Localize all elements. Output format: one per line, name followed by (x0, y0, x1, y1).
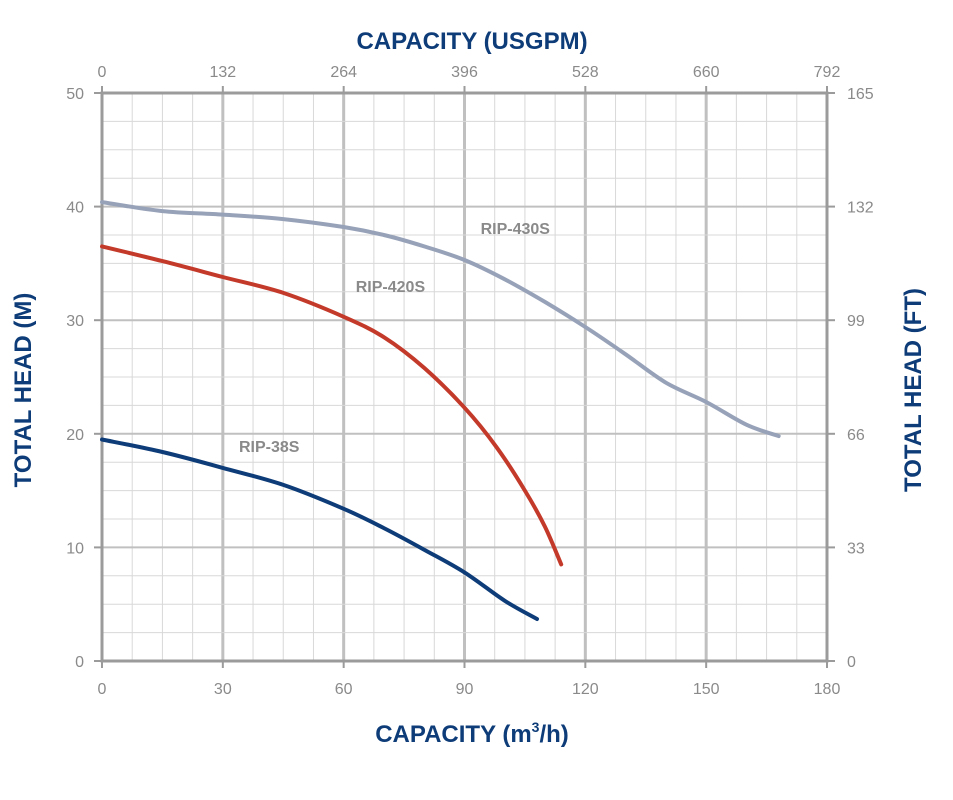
x2-tick-label: 660 (693, 64, 720, 81)
x2-tick-label: 528 (572, 64, 599, 81)
x2-axis-ticks: 0 132 264 396 528 660 792 (98, 64, 841, 93)
y2-axis-title: TOTAL HEAD (FT) (900, 288, 927, 492)
y2-tick-label: 0 (847, 654, 856, 671)
x2-tick-label: 0 (98, 64, 107, 81)
series-line-rip-38s (100, 437, 539, 621)
y2-tick-label: 165 (847, 86, 874, 103)
y2-axis-ticks: 0 33 66 99 132 165 (827, 86, 874, 671)
x-axis-title-superscript: 3 (532, 719, 540, 735)
x-tick-label: 90 (456, 681, 474, 698)
series-line-rip-420s (100, 244, 564, 567)
y-axis-title: TOTAL HEAD (M) (10, 293, 37, 488)
x-tick-label: 120 (572, 681, 599, 698)
x-axis-ticks: 0 30 60 90 120 150 180 (98, 661, 841, 698)
x-axis-title-suffix: /h) (539, 721, 568, 748)
x2-tick-label: 264 (330, 64, 357, 81)
series: RIP-430S RIP-420S RIP-38S (100, 200, 781, 621)
series-label-rip-420s: RIP-420S (356, 279, 426, 296)
series-label-rip-38s: RIP-38S (239, 439, 300, 456)
y2-tick-label: 66 (847, 427, 865, 444)
y2-tick-label: 99 (847, 313, 865, 330)
x2-tick-label: 396 (451, 64, 478, 81)
y-axis-ticks: 0 10 20 30 40 50 (66, 86, 102, 671)
x-tick-label: 180 (814, 681, 841, 698)
x-axis-title-main: CAPACITY (m (375, 721, 531, 748)
y-tick-label: 30 (66, 313, 84, 330)
x-axis-title: CAPACITY (m3/h) (375, 719, 569, 748)
x2-tick-label: 792 (814, 64, 841, 81)
y2-tick-label: 33 (847, 540, 865, 557)
y-tick-label: 50 (66, 86, 84, 103)
x-tick-label: 30 (214, 681, 232, 698)
x-tick-label: 60 (335, 681, 353, 698)
y-tick-label: 40 (66, 200, 84, 217)
x2-tick-label: 132 (209, 64, 236, 81)
grid (100, 92, 829, 662)
y2-tick-label: 132 (847, 200, 874, 217)
y-tick-label: 20 (66, 427, 84, 444)
x2-axis-title: CAPACITY (USGPM) (356, 28, 587, 55)
y-tick-label: 0 (75, 654, 84, 671)
x-tick-label: 0 (98, 681, 107, 698)
x-tick-label: 150 (693, 681, 720, 698)
series-label-rip-430s: RIP-430S (481, 221, 551, 238)
y-tick-label: 10 (66, 540, 84, 557)
series-line-rip-430s (100, 200, 781, 439)
